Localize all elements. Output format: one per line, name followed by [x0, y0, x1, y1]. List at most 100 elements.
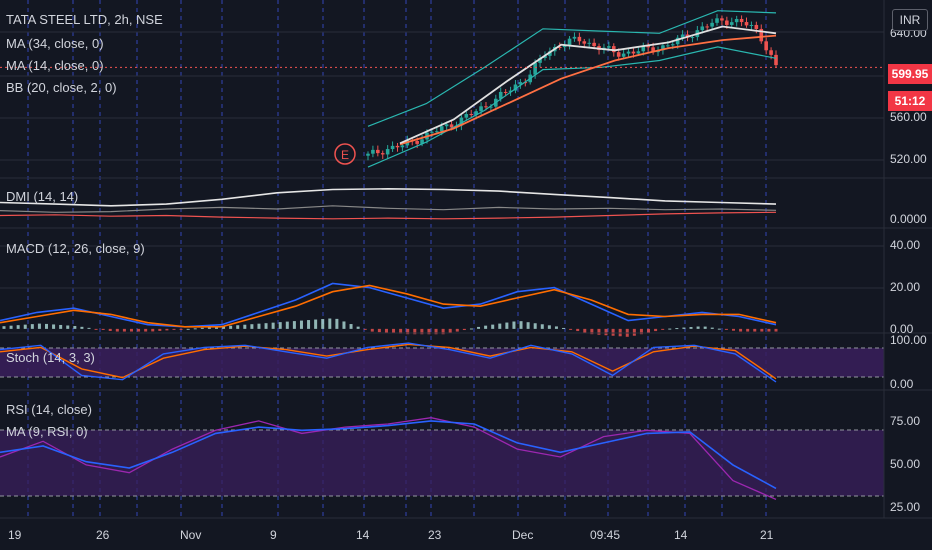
- legend-ma34[interactable]: MA (34, close, 0): [6, 36, 104, 51]
- bb-lower-line: [367, 46, 777, 168]
- macd-histogram-bar: [455, 328, 459, 332]
- x-label-23: 23: [428, 528, 442, 542]
- candle-body: [479, 106, 483, 112]
- macd-histogram-bar: [16, 325, 20, 329]
- candle-body: [508, 90, 513, 92]
- x-label-19: 19: [8, 528, 22, 542]
- macd-histogram-bar: [200, 327, 204, 329]
- candle-body: [670, 44, 675, 46]
- bb-upper-line: [367, 10, 777, 127]
- macd-histogram-bar: [420, 328, 424, 335]
- macd-histogram-bar: [23, 324, 27, 329]
- candle-body: [430, 131, 434, 133]
- legend-rsi[interactable]: RSI (14, close): [6, 402, 92, 417]
- macd-histogram-bar: [222, 326, 226, 329]
- macd-histogram-bar: [512, 321, 516, 329]
- macd-histogram-bar: [668, 328, 672, 330]
- macd-histogram-bar: [526, 322, 530, 329]
- candle-body: [385, 149, 390, 155]
- symbol-title[interactable]: TATA STEEL LTD, 2h, NSE: [6, 12, 163, 27]
- macd-histogram-bar: [44, 323, 48, 329]
- macd-histogram-bar: [427, 328, 431, 335]
- legend-dmi[interactable]: DMI (14, 14): [6, 189, 79, 204]
- macd-histogram-bar: [264, 323, 268, 329]
- legend-bb[interactable]: BB (20, close, 2, 0): [6, 80, 117, 95]
- candle-body: [498, 91, 503, 99]
- candle-body: [739, 18, 744, 23]
- legend-stoch[interactable]: Stoch (14, 3, 3): [6, 350, 95, 365]
- candle-body: [641, 46, 646, 52]
- macd-histogram-bar: [689, 327, 693, 329]
- macd-histogram-bar: [108, 328, 112, 331]
- stoch-band: [0, 348, 884, 377]
- candle-body: [631, 51, 636, 54]
- candle-body: [710, 22, 714, 27]
- chart-marks: E: [0, 10, 884, 500]
- macd-histogram-bar: [611, 328, 615, 336]
- candle-body: [444, 124, 449, 127]
- candle-body: [567, 38, 572, 45]
- macd-histogram-bar: [583, 328, 587, 333]
- currency-selector[interactable]: INR: [892, 9, 928, 31]
- macd-histogram-bar: [739, 328, 743, 332]
- macd-histogram-bar: [505, 322, 509, 329]
- stoch-tick-100: 100.00: [890, 333, 927, 347]
- macd-histogram-bar: [137, 328, 141, 332]
- macd-histogram-bar: [675, 328, 679, 330]
- rsi-tick-75: 75.00: [890, 414, 921, 428]
- macd-histogram-bar: [285, 321, 289, 329]
- macd-histogram-bar: [434, 328, 438, 335]
- candle-body: [435, 131, 439, 133]
- candle-body: [725, 20, 729, 25]
- candle-body: [764, 41, 768, 51]
- macd-histogram-bar: [533, 323, 537, 329]
- macd-histogram-bar: [193, 328, 197, 330]
- x-label-14b: 14: [674, 528, 688, 542]
- macd-histogram-bar: [710, 327, 714, 329]
- macd-histogram-bar: [399, 328, 403, 334]
- macd-histogram-bar: [540, 324, 544, 329]
- macd-histogram-bar: [179, 328, 183, 330]
- macd-histogram-bar: [172, 328, 176, 330]
- macd-histogram-bar: [37, 323, 41, 329]
- candle-body: [572, 36, 577, 39]
- candle-body: [489, 106, 493, 108]
- candle-body: [548, 51, 552, 56]
- macd-histogram-bar: [87, 327, 91, 329]
- candle-body: [616, 52, 621, 57]
- candle-body: [754, 24, 759, 29]
- legend-macd[interactable]: MACD (12, 26, close, 9): [6, 241, 145, 256]
- candle-body: [587, 42, 592, 44]
- macd-histogram-bar: [122, 328, 126, 332]
- candle-body: [680, 34, 685, 38]
- candle-body: [577, 36, 582, 42]
- candle-body: [459, 117, 464, 126]
- price-tick-560: 560.00: [890, 110, 927, 124]
- macd-histogram-bar: [760, 328, 764, 332]
- macd-histogram-bar: [2, 326, 6, 329]
- macd-histogram-bar: [519, 321, 523, 329]
- macd-histogram-bar: [441, 328, 445, 335]
- candle-body: [611, 46, 616, 53]
- candle-body: [675, 37, 680, 45]
- legend-rsi-ma[interactable]: MA (9, RSI, 0): [6, 424, 88, 439]
- macd-histogram-bar: [384, 328, 388, 333]
- ma14-line: [399, 25, 777, 145]
- macd-histogram-bar: [151, 328, 155, 332]
- macd-tick-20: 20.00: [890, 280, 921, 294]
- macd-histogram-bar: [321, 319, 325, 329]
- macd-histogram-bar: [328, 318, 332, 329]
- candle-body: [390, 145, 395, 150]
- macd-histogram-bar: [342, 321, 346, 329]
- macd-histogram-bar: [682, 327, 686, 329]
- macd-histogram-bar: [469, 328, 473, 330]
- x-label-0945: 09:45: [590, 528, 621, 542]
- legend-ma14[interactable]: MA (14, close, 0): [6, 58, 104, 73]
- macd-histogram-bar: [80, 326, 84, 329]
- macd-histogram-bar: [696, 326, 700, 329]
- rsi-tick-50: 50.00: [890, 457, 921, 471]
- dmi-adx-line: [0, 187, 777, 207]
- stoch-k-line: [0, 342, 777, 383]
- ma34-line: [399, 34, 777, 146]
